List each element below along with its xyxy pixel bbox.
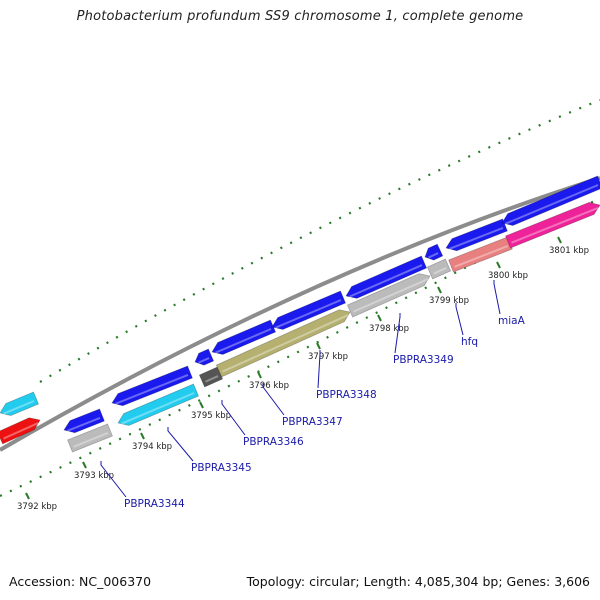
cds-f[interactable] (345, 255, 428, 299)
gene-label[interactable]: PBPRA3348 (316, 389, 377, 401)
pbpra3344-block[interactable] (67, 423, 113, 453)
kbp-tick-label: 3799 kbp (429, 296, 469, 306)
magenta-gene-right[interactable] (505, 201, 600, 249)
cds-h-shine (449, 227, 504, 250)
cds-a[interactable] (63, 408, 105, 434)
kbp-tick-mark (25, 492, 30, 500)
gene-label[interactable]: hfq (461, 336, 478, 348)
cds-c-shine (198, 357, 210, 364)
pbpra3345-block-shine (121, 392, 195, 425)
magenta-gene-right-shine (511, 207, 599, 244)
cds-a-shine (67, 417, 101, 432)
cds-g-shine (428, 252, 439, 259)
cds-e[interactable] (271, 290, 347, 330)
kbp-tick-mark (257, 371, 262, 379)
kbp-tick-label: 3801 kbp (549, 246, 589, 256)
cds-c[interactable] (194, 348, 215, 366)
kbp-tick-label: 3792 kbp (17, 502, 57, 512)
cds-i[interactable] (501, 175, 600, 226)
gene-label[interactable]: PBPRA3347 (282, 416, 343, 428)
cyan-gene-left-shine (3, 400, 35, 415)
kbp-tick-label: 3800 kbp (488, 271, 528, 281)
genes-layer (0, 175, 600, 453)
gene-label-leader (317, 350, 321, 389)
pbpra3347-block-shine (222, 314, 349, 373)
cds-e-shine (275, 299, 342, 329)
hfq-block[interactable] (426, 258, 452, 280)
kbp-tick-label: 3793 kbp (74, 471, 114, 481)
gene-label-leader (262, 383, 285, 416)
kbp-tick-mark (199, 401, 204, 409)
gene-label[interactable]: PBPRA3346 (243, 436, 304, 448)
cds-d-shine (215, 328, 272, 354)
pbpra3349-block[interactable] (346, 273, 431, 318)
kbp-tick-mark (557, 236, 562, 244)
kbp-tick-mark (140, 432, 145, 440)
gene-label[interactable]: PBPRA3345 (191, 462, 252, 474)
gene-label-leader (493, 280, 501, 315)
label-layer: PBPRA3344 PBPRA3345 PBPRA3346 PBPRA3347 PBPR… (100, 280, 526, 510)
kbp-tick-label: 3797 kbp (308, 352, 348, 362)
cds-h[interactable] (445, 218, 508, 252)
pbpra3347-block[interactable] (215, 309, 351, 378)
backbone-ring (0, 176, 600, 452)
pbpra3344-block-shine (73, 432, 109, 448)
gene-label-leader (394, 313, 401, 354)
gene-label[interactable]: PBPRA3349 (393, 354, 454, 366)
cds-g[interactable] (424, 243, 444, 261)
miaA-block-shine (454, 245, 509, 268)
pbpra3346-block-shine (205, 375, 219, 383)
kbp-tick-mark (437, 286, 442, 294)
gene-label-leader (455, 303, 464, 336)
kbp-tick-label: 3796 kbp (249, 381, 289, 391)
kbp-tick-label: 3794 kbp (132, 442, 172, 452)
cds-i-shine (505, 184, 599, 225)
hfq-block-shine (433, 267, 447, 275)
cds-f-shine (349, 264, 423, 298)
cds-b[interactable] (111, 365, 193, 407)
gene-label-leader (167, 427, 194, 462)
kbp-tick-mark (316, 342, 321, 350)
map-title: Photobacterium profundum SS9 chromosome … (76, 9, 524, 24)
accession-text: Accession: NC_006370 (9, 574, 152, 589)
gene-label[interactable]: miaA (498, 315, 526, 327)
kbp-tick-mark (496, 261, 501, 269)
pbpra3349-block-shine (353, 278, 429, 313)
red-gene-left[interactable] (0, 417, 41, 445)
kbp-tick-mark (82, 461, 87, 469)
gene-label-leader (100, 461, 127, 498)
red-gene-left-shine (3, 422, 39, 440)
kbp-tick-mark (377, 314, 382, 322)
kbp-tick-label: 3798 kbp (369, 324, 409, 334)
gene-label[interactable]: PBPRA3344 (124, 498, 185, 510)
cds-b-shine (115, 374, 189, 405)
topology-text: Topology: circular; Length: 4,085,304 bp… (246, 574, 590, 589)
pbpra3345-block[interactable] (117, 383, 200, 426)
gene-label-leader (221, 400, 246, 436)
tick-layer: 3792 kbp 3793 kbp 3794 kbp 3795 kbp 3796 kbp… (17, 236, 589, 512)
kbp-tick-label: 3795 kbp (191, 411, 231, 421)
cyan-gene-left[interactable] (0, 391, 40, 416)
